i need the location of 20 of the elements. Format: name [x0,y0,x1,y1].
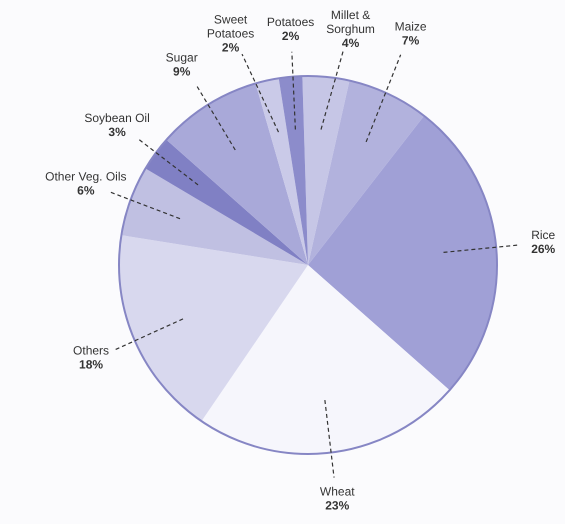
data-label: 3% [108,124,126,139]
data-label: 9% [173,64,191,78]
slice-label: Sweet Potatoes [206,12,254,40]
data-label: 4% [342,36,360,50]
slice-label: Other Veg. Oils [45,170,127,184]
slice-label: Millet & Sorghum [326,8,375,36]
slice-label: Others [73,344,110,358]
data-label: 23% [325,498,350,512]
data-label: 2% [222,40,240,54]
slice-label: Rice [531,228,556,242]
data-label: 2% [282,28,300,43]
slice-label: Wheat [320,484,356,498]
slice-label: Sugar [166,50,198,64]
data-label: 26% [531,242,556,256]
data-label: 18% [79,358,104,372]
slice-label: Potatoes [266,14,314,29]
data-label: 7% [402,33,420,48]
slice-label: Maize [394,19,427,34]
slice-label: Soybean Oil [84,110,150,125]
data-label: 6% [77,184,95,198]
